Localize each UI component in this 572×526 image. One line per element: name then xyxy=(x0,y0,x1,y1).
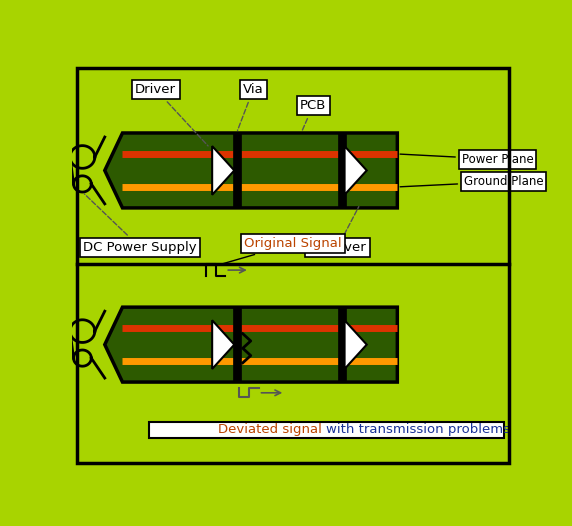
FancyBboxPatch shape xyxy=(233,133,241,208)
Text: Ground Plane: Ground Plane xyxy=(400,175,543,188)
Polygon shape xyxy=(344,146,367,195)
Text: Driver: Driver xyxy=(135,83,208,146)
Text: with transmission problems: with transmission problems xyxy=(327,423,510,436)
FancyBboxPatch shape xyxy=(233,307,241,382)
Polygon shape xyxy=(105,133,398,208)
Polygon shape xyxy=(105,307,398,382)
Text: PCB: PCB xyxy=(300,99,326,130)
Polygon shape xyxy=(212,320,235,369)
Text: Receiver: Receiver xyxy=(309,207,366,254)
Polygon shape xyxy=(212,146,235,195)
FancyBboxPatch shape xyxy=(339,133,347,208)
Text: Original Signal: Original Signal xyxy=(223,237,342,264)
Text: Deviated signal: Deviated signal xyxy=(219,423,327,436)
Text: Via: Via xyxy=(237,83,264,130)
FancyBboxPatch shape xyxy=(149,421,504,438)
Polygon shape xyxy=(344,320,367,369)
Text: DC Power Supply: DC Power Supply xyxy=(84,194,197,254)
Text: Power Plane: Power Plane xyxy=(400,153,533,166)
FancyBboxPatch shape xyxy=(339,307,347,382)
